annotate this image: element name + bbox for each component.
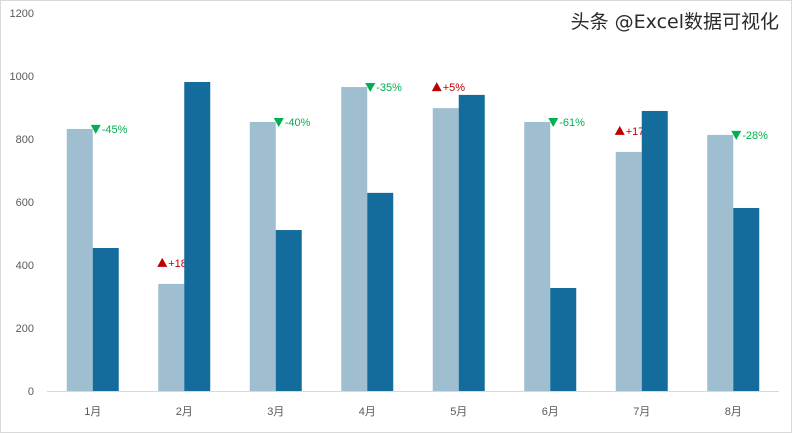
change-label: -40% <box>285 117 311 129</box>
x-tick-label: 7月 <box>633 406 650 418</box>
bar-series2 <box>733 207 760 391</box>
y-tick-label: 1000 <box>10 71 34 83</box>
down-triangle-icon <box>731 130 742 140</box>
up-triangle-icon <box>157 257 168 267</box>
x-tick-label: 3月 <box>267 406 284 418</box>
bar-series2 <box>275 230 302 391</box>
bar-series1 <box>158 283 185 391</box>
y-tick-label: 600 <box>16 197 34 209</box>
y-tick-label: 800 <box>16 134 34 146</box>
bar-series2 <box>458 94 485 392</box>
down-triangle-icon <box>365 83 376 93</box>
bar-series2 <box>550 287 577 391</box>
bar-series1 <box>66 128 93 392</box>
down-triangle-icon <box>548 117 559 127</box>
bar-series2 <box>184 81 211 392</box>
y-tick-label: 200 <box>16 323 34 335</box>
change-label: -35% <box>376 82 402 94</box>
bar-series2 <box>92 247 119 391</box>
bar-series1 <box>341 87 368 392</box>
bar-series2 <box>367 192 394 391</box>
bar-series2 <box>641 110 668 391</box>
change-label: -28% <box>742 130 768 142</box>
x-tick-label: 2月 <box>176 406 193 418</box>
x-tick-label: 4月 <box>359 406 376 418</box>
x-tick-label: 8月 <box>725 406 742 418</box>
bar-series1 <box>524 121 551 392</box>
change-label: -61% <box>559 117 585 129</box>
change-label: -45% <box>102 124 128 136</box>
bar-series1 <box>615 151 642 391</box>
bar-series1 <box>432 108 459 391</box>
y-tick-label: 0 <box>28 386 34 398</box>
y-tick-label: 400 <box>16 260 34 272</box>
down-triangle-icon <box>90 124 101 134</box>
x-tick-label: 5月 <box>450 406 467 418</box>
bar-series1 <box>707 134 734 391</box>
up-triangle-icon <box>614 125 625 135</box>
watermark: 头条 @Excel数据可视化 <box>566 7 783 34</box>
x-tick-label: 6月 <box>542 406 559 418</box>
bar-series1 <box>249 121 276 392</box>
down-triangle-icon <box>273 117 284 127</box>
y-tick-label: 1200 <box>10 8 34 20</box>
change-label: +5% <box>443 82 466 94</box>
x-tick-label: 1月 <box>84 406 101 418</box>
up-triangle-icon <box>431 82 442 92</box>
